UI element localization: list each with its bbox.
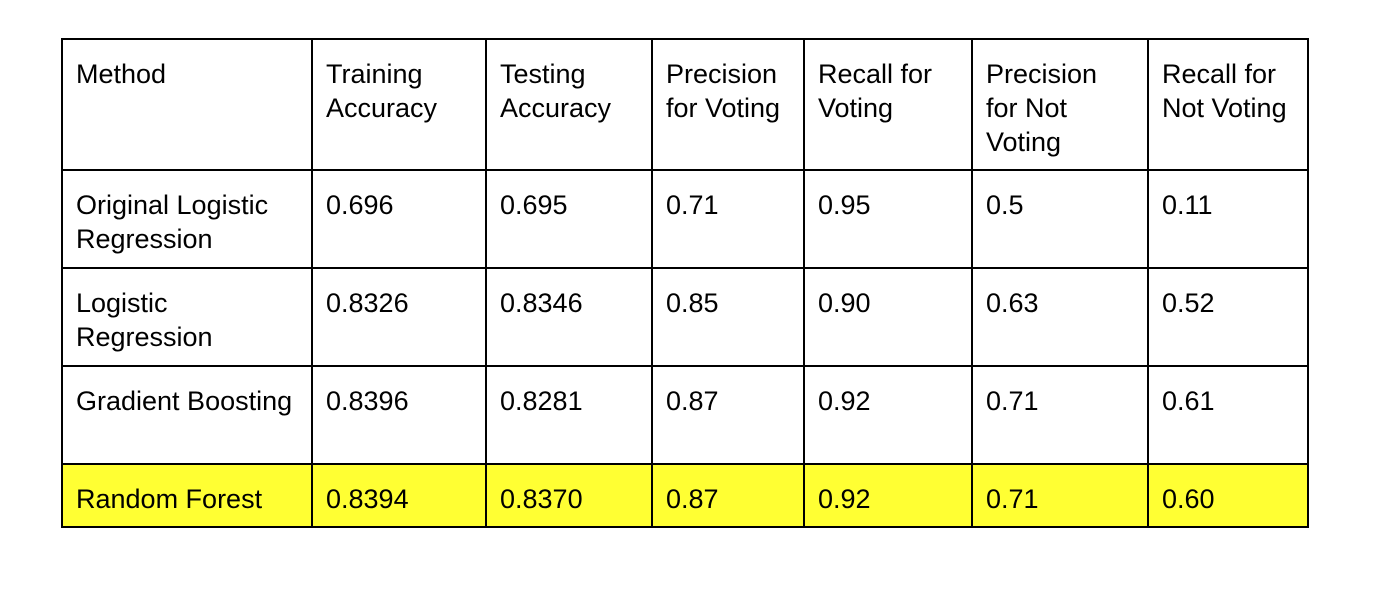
results-table: Method Training Accuracy Testing Accurac… bbox=[61, 38, 1309, 528]
table-cell: 0.61 bbox=[1147, 365, 1309, 465]
table-cell: 0.52 bbox=[1147, 267, 1309, 367]
row-method-cell: Logistic Regression bbox=[61, 267, 313, 367]
header-training-accuracy: Training Accuracy bbox=[311, 38, 487, 171]
table-cell: 0.60 bbox=[1147, 463, 1309, 528]
results-table-container: Method Training Accuracy Testing Accurac… bbox=[61, 38, 1309, 528]
table-row: Logistic Regression 0.8326 0.8346 0.85 0… bbox=[61, 267, 1309, 367]
header-method: Method bbox=[61, 38, 313, 171]
highlighted-table-row: Random Forest 0.8394 0.8370 0.87 0.92 0.… bbox=[61, 463, 1309, 528]
table-row: Original Logistic Regression 0.696 0.695… bbox=[61, 169, 1309, 269]
table-cell: 0.63 bbox=[971, 267, 1149, 367]
header-testing-accuracy: Testing Accuracy bbox=[485, 38, 653, 171]
row-method-cell: Gradient Boosting bbox=[61, 365, 313, 465]
table-cell: 0.695 bbox=[485, 169, 653, 269]
table-cell: 0.87 bbox=[651, 365, 805, 465]
header-precision-voting: Precision for Voting bbox=[651, 38, 805, 171]
table-cell: 0.71 bbox=[971, 463, 1149, 528]
table-cell: 0.11 bbox=[1147, 169, 1309, 269]
table-cell: 0.92 bbox=[803, 365, 973, 465]
table-cell: 0.71 bbox=[651, 169, 805, 269]
table-cell: 0.8281 bbox=[485, 365, 653, 465]
table-cell: 0.5 bbox=[971, 169, 1149, 269]
header-recall-voting: Recall for Voting bbox=[803, 38, 973, 171]
table-cell: 0.8394 bbox=[311, 463, 487, 528]
table-cell: 0.71 bbox=[971, 365, 1149, 465]
table-cell: 0.92 bbox=[803, 463, 973, 528]
table-cell: 0.95 bbox=[803, 169, 973, 269]
table-cell: 0.8326 bbox=[311, 267, 487, 367]
header-recall-not-voting: Recall for Not Voting bbox=[1147, 38, 1309, 171]
table-cell: 0.85 bbox=[651, 267, 805, 367]
header-precision-not-voting: Precision for Not Voting bbox=[971, 38, 1149, 171]
table-cell: 0.696 bbox=[311, 169, 487, 269]
table-cell: 0.8396 bbox=[311, 365, 487, 465]
row-method-cell: Original Logistic Regression bbox=[61, 169, 313, 269]
row-method-cell: Random Forest bbox=[61, 463, 313, 528]
table-header-row: Method Training Accuracy Testing Accurac… bbox=[61, 38, 1309, 171]
table-cell: 0.87 bbox=[651, 463, 805, 528]
table-cell: 0.8346 bbox=[485, 267, 653, 367]
table-row: Gradient Boosting 0.8396 0.8281 0.87 0.9… bbox=[61, 365, 1309, 465]
table-cell: 0.8370 bbox=[485, 463, 653, 528]
table-cell: 0.90 bbox=[803, 267, 973, 367]
